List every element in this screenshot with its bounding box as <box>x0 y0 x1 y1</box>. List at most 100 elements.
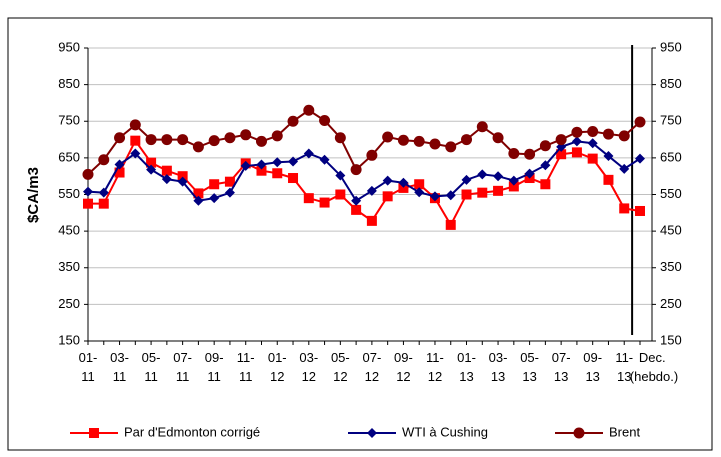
x-tick-label: 11-13 <box>615 350 633 384</box>
point <box>271 130 283 142</box>
y2-tick-label: 950 <box>660 39 682 54</box>
point <box>382 131 394 143</box>
point <box>366 149 378 161</box>
point <box>209 179 220 190</box>
x-tick-label: 05-13 <box>520 350 539 384</box>
point <box>382 191 393 202</box>
point <box>192 141 204 153</box>
point <box>193 195 204 206</box>
x-tick-label: 03-13 <box>489 350 508 384</box>
legend-label: WTI à Cushing <box>402 424 488 439</box>
y2-tick-label: 750 <box>660 113 682 128</box>
y-tick-label: 750 <box>58 113 80 128</box>
y-tick-label: 850 <box>58 76 80 91</box>
point <box>477 169 488 180</box>
x-tick-label: Dec. (hebdo.) <box>630 350 678 384</box>
point <box>634 116 646 128</box>
y2-tick-label: 350 <box>660 259 682 274</box>
point <box>461 189 472 200</box>
point <box>114 132 126 144</box>
x-tick-label: 11-11 <box>237 350 255 384</box>
point <box>429 191 440 202</box>
point <box>414 187 425 198</box>
x-tick-label: 11-12 <box>426 350 444 384</box>
point <box>224 187 235 198</box>
point <box>603 151 614 162</box>
x-tick-label: 07-11 <box>173 350 192 384</box>
point <box>508 147 520 159</box>
legend-marker <box>89 428 99 438</box>
point <box>161 134 173 146</box>
x-tick-label: 01-13 <box>457 350 476 384</box>
point <box>445 141 457 153</box>
point <box>335 170 346 181</box>
point <box>334 132 346 144</box>
point <box>556 149 567 160</box>
point <box>382 175 393 186</box>
point <box>319 197 330 208</box>
point <box>445 219 456 230</box>
point <box>366 215 377 226</box>
point <box>413 135 425 147</box>
point <box>303 104 315 116</box>
point <box>571 136 582 147</box>
point <box>602 128 614 140</box>
point <box>587 153 598 164</box>
point <box>130 148 141 159</box>
point <box>635 205 645 216</box>
legend-marker <box>573 427 585 439</box>
point <box>571 147 582 158</box>
point <box>303 193 314 204</box>
x-tick-label: 07-13 <box>552 350 571 384</box>
point <box>256 165 267 176</box>
point <box>587 138 598 149</box>
point <box>635 153 645 164</box>
y2-tick-label: 250 <box>660 296 682 311</box>
point <box>83 186 93 197</box>
point <box>539 140 551 152</box>
y-tick-label: 350 <box>58 259 80 274</box>
point <box>429 138 441 150</box>
point <box>493 185 504 196</box>
point <box>129 119 141 131</box>
point <box>319 154 330 165</box>
point <box>240 129 252 141</box>
x-tick-label: 09-11 <box>205 350 224 384</box>
point <box>476 121 488 133</box>
y2-tick-label: 450 <box>660 223 682 238</box>
x-tick-label: 07-12 <box>362 350 381 384</box>
y-tick-label: 550 <box>58 186 80 201</box>
point <box>288 156 299 167</box>
point <box>492 132 504 144</box>
x-tick-label: 05-12 <box>331 350 350 384</box>
point <box>350 164 362 176</box>
point <box>619 203 630 214</box>
point <box>272 157 283 168</box>
point <box>82 168 94 180</box>
x-tick-label: 09-13 <box>583 350 602 384</box>
x-tick-label: 01-12 <box>268 350 287 384</box>
point <box>255 135 267 147</box>
x-tick-label: 01-11 <box>79 350 98 384</box>
point <box>618 130 630 142</box>
point <box>98 187 109 198</box>
point <box>145 134 157 146</box>
y-tick-label: 450 <box>58 223 80 238</box>
point <box>398 182 409 193</box>
point <box>351 204 362 215</box>
point <box>319 115 331 127</box>
point <box>540 160 551 171</box>
point <box>177 176 188 187</box>
point <box>524 168 535 179</box>
point <box>508 181 519 192</box>
y-tick-label: 950 <box>58 39 80 54</box>
point <box>493 171 504 182</box>
point <box>335 189 346 200</box>
point <box>287 115 299 127</box>
point <box>272 168 283 179</box>
point <box>83 198 93 209</box>
point <box>177 134 189 146</box>
point <box>571 126 583 138</box>
point <box>619 163 630 174</box>
